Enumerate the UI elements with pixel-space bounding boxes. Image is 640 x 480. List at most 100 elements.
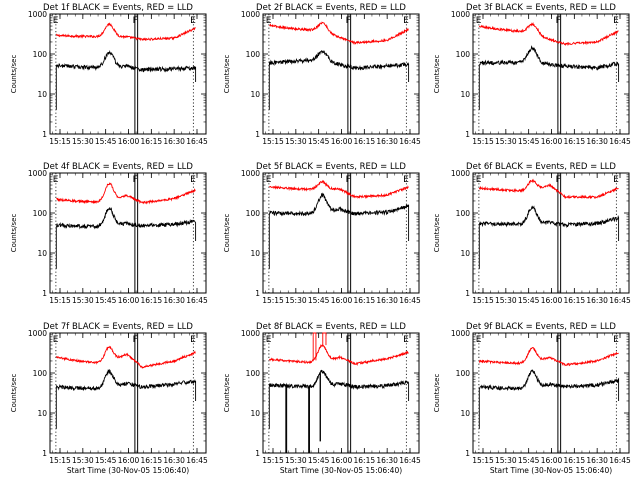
x-tick-label: 15:30 [495,456,517,465]
panel-frame [472,332,630,454]
panel-frame [472,13,630,135]
lld-spike [322,332,327,346]
y-axis-label: Counts/sec [10,55,18,94]
marker-e-right: E [403,335,409,345]
panel-title: Det 7f BLACK = Events, RED = LLD [43,322,193,332]
x-tick-label: 16:30 [376,137,398,146]
x-tick-label: 15:30 [495,296,517,305]
detector-panel-1: Det 1f BLACK = Events, RED = LLD Counts/s… [10,3,208,146]
events-series-line [268,369,410,429]
x-tick-label: 15:15 [472,456,494,465]
x-tick-label: 16:00 [118,456,140,465]
marker-e-right: E [190,175,196,185]
lld-series-line [55,22,196,42]
events-series-line [478,45,620,110]
y-tick-label: 1000 [241,10,260,19]
detector-panel-7: Det 7f BLACK = Events, RED = LLD Counts/s… [10,322,208,475]
y-tick-label: 1 [465,289,470,298]
y-tick-label: 10 [250,249,260,258]
y-axis-label: Counts/sec [10,214,18,253]
marker-e-left: E [53,175,59,185]
x-tick-label: 16:30 [586,296,608,305]
y-tick-label: 10 [37,409,47,418]
marker-e-right: E [190,335,196,345]
lld-series-line [269,21,409,45]
marker-e-left: E [53,16,59,26]
detector-panel-6: Det 6f BLACK = Events, RED = LLD Counts/s… [433,162,631,305]
events-spike [285,385,288,454]
panel-title: Det 3f BLACK = Events, RED = LLD [466,3,616,13]
y-axis-label: Counts/sec [223,214,231,253]
events-series-line [55,49,197,110]
lld-series-line [478,21,619,47]
x-tick-label: 15:15 [49,137,71,146]
marker-e-right: E [403,16,409,26]
lld-series-line [55,182,196,205]
y-tick-label: 100 [246,369,261,378]
y-tick-label: 1 [255,449,260,458]
x-tick-label: 15:45 [308,456,330,465]
x-tick-label: 15:45 [95,296,117,305]
x-tick-label: 16:30 [163,296,185,305]
y-tick-label: 100 [33,209,48,218]
x-tick-label: 16:00 [541,296,563,305]
x-tick-label: 16:45 [186,296,208,305]
events-series-line [268,192,410,269]
x-tick-label: 15:30 [495,137,517,146]
marker-f: F [556,175,561,185]
x-tick-label: 15:30 [285,456,307,465]
detector-panel-4: Det 4f BLACK = Events, RED = LLD Counts/s… [10,162,208,305]
panel-frame [49,172,207,294]
x-tick-label: 16:15 [564,456,586,465]
x-tick-label: 15:45 [95,137,117,146]
y-tick-label: 100 [456,209,471,218]
panel-frame [262,172,420,294]
x-tick-label: 16:45 [186,137,208,146]
y-tick-label: 1000 [28,10,47,19]
panel-title: Det 9f BLACK = Events, RED = LLD [466,322,616,332]
y-tick-label: 1 [465,130,470,139]
y-tick-label: 1000 [451,169,470,178]
x-tick-label: 16:30 [163,456,185,465]
x-tick-label: 16:00 [118,296,140,305]
x-tick-label: 16:15 [354,456,376,465]
y-tick-label: 1 [42,130,47,139]
marker-e-right: E [613,175,619,185]
y-tick-label: 10 [460,409,470,418]
y-tick-label: 10 [37,249,47,258]
marker-f: F [346,175,351,185]
x-tick-label: 15:45 [308,296,330,305]
events-series-line [478,205,620,269]
panel-frame [49,332,207,454]
x-tick-label: 16:15 [141,296,163,305]
x-tick-label: 16:15 [141,456,163,465]
y-tick-label: 1000 [241,329,260,338]
x-tick-label: 15:15 [49,456,71,465]
x-tick-label: 16:15 [564,296,586,305]
marker-e-left: E [53,335,59,345]
x-tick-label: 16:15 [564,137,586,146]
marker-f: F [346,16,351,26]
x-axis-label: Start Time (30-Nov-05 15:06:40) [67,466,189,475]
x-axis-label: Start Time (30-Nov-05 15:06:40) [280,466,402,475]
detector-panel-3: Det 3f BLACK = Events, RED = LLD Counts/s… [433,3,631,146]
x-tick-label: 16:00 [331,296,353,305]
y-tick-label: 100 [246,209,261,218]
x-tick-label: 15:30 [72,296,94,305]
y-tick-label: 1000 [28,329,47,338]
y-tick-label: 1 [465,449,470,458]
marker-e-right: E [190,16,196,26]
marker-e-left: E [476,175,482,185]
events-series-line [268,50,410,110]
y-tick-label: 1000 [241,169,260,178]
x-tick-label: 16:30 [376,456,398,465]
x-axis-label: Start Time (30-Nov-05 15:06:40) [490,466,612,475]
lld-series-line [478,178,619,200]
panel-title: Det 6f BLACK = Events, RED = LLD [466,162,616,172]
events-spike [308,386,310,454]
x-tick-label: 15:30 [72,456,94,465]
x-tick-label: 15:45 [95,456,117,465]
x-tick-label: 16:45 [609,137,631,146]
x-tick-label: 15:45 [518,296,540,305]
x-tick-label: 16:15 [354,137,376,146]
